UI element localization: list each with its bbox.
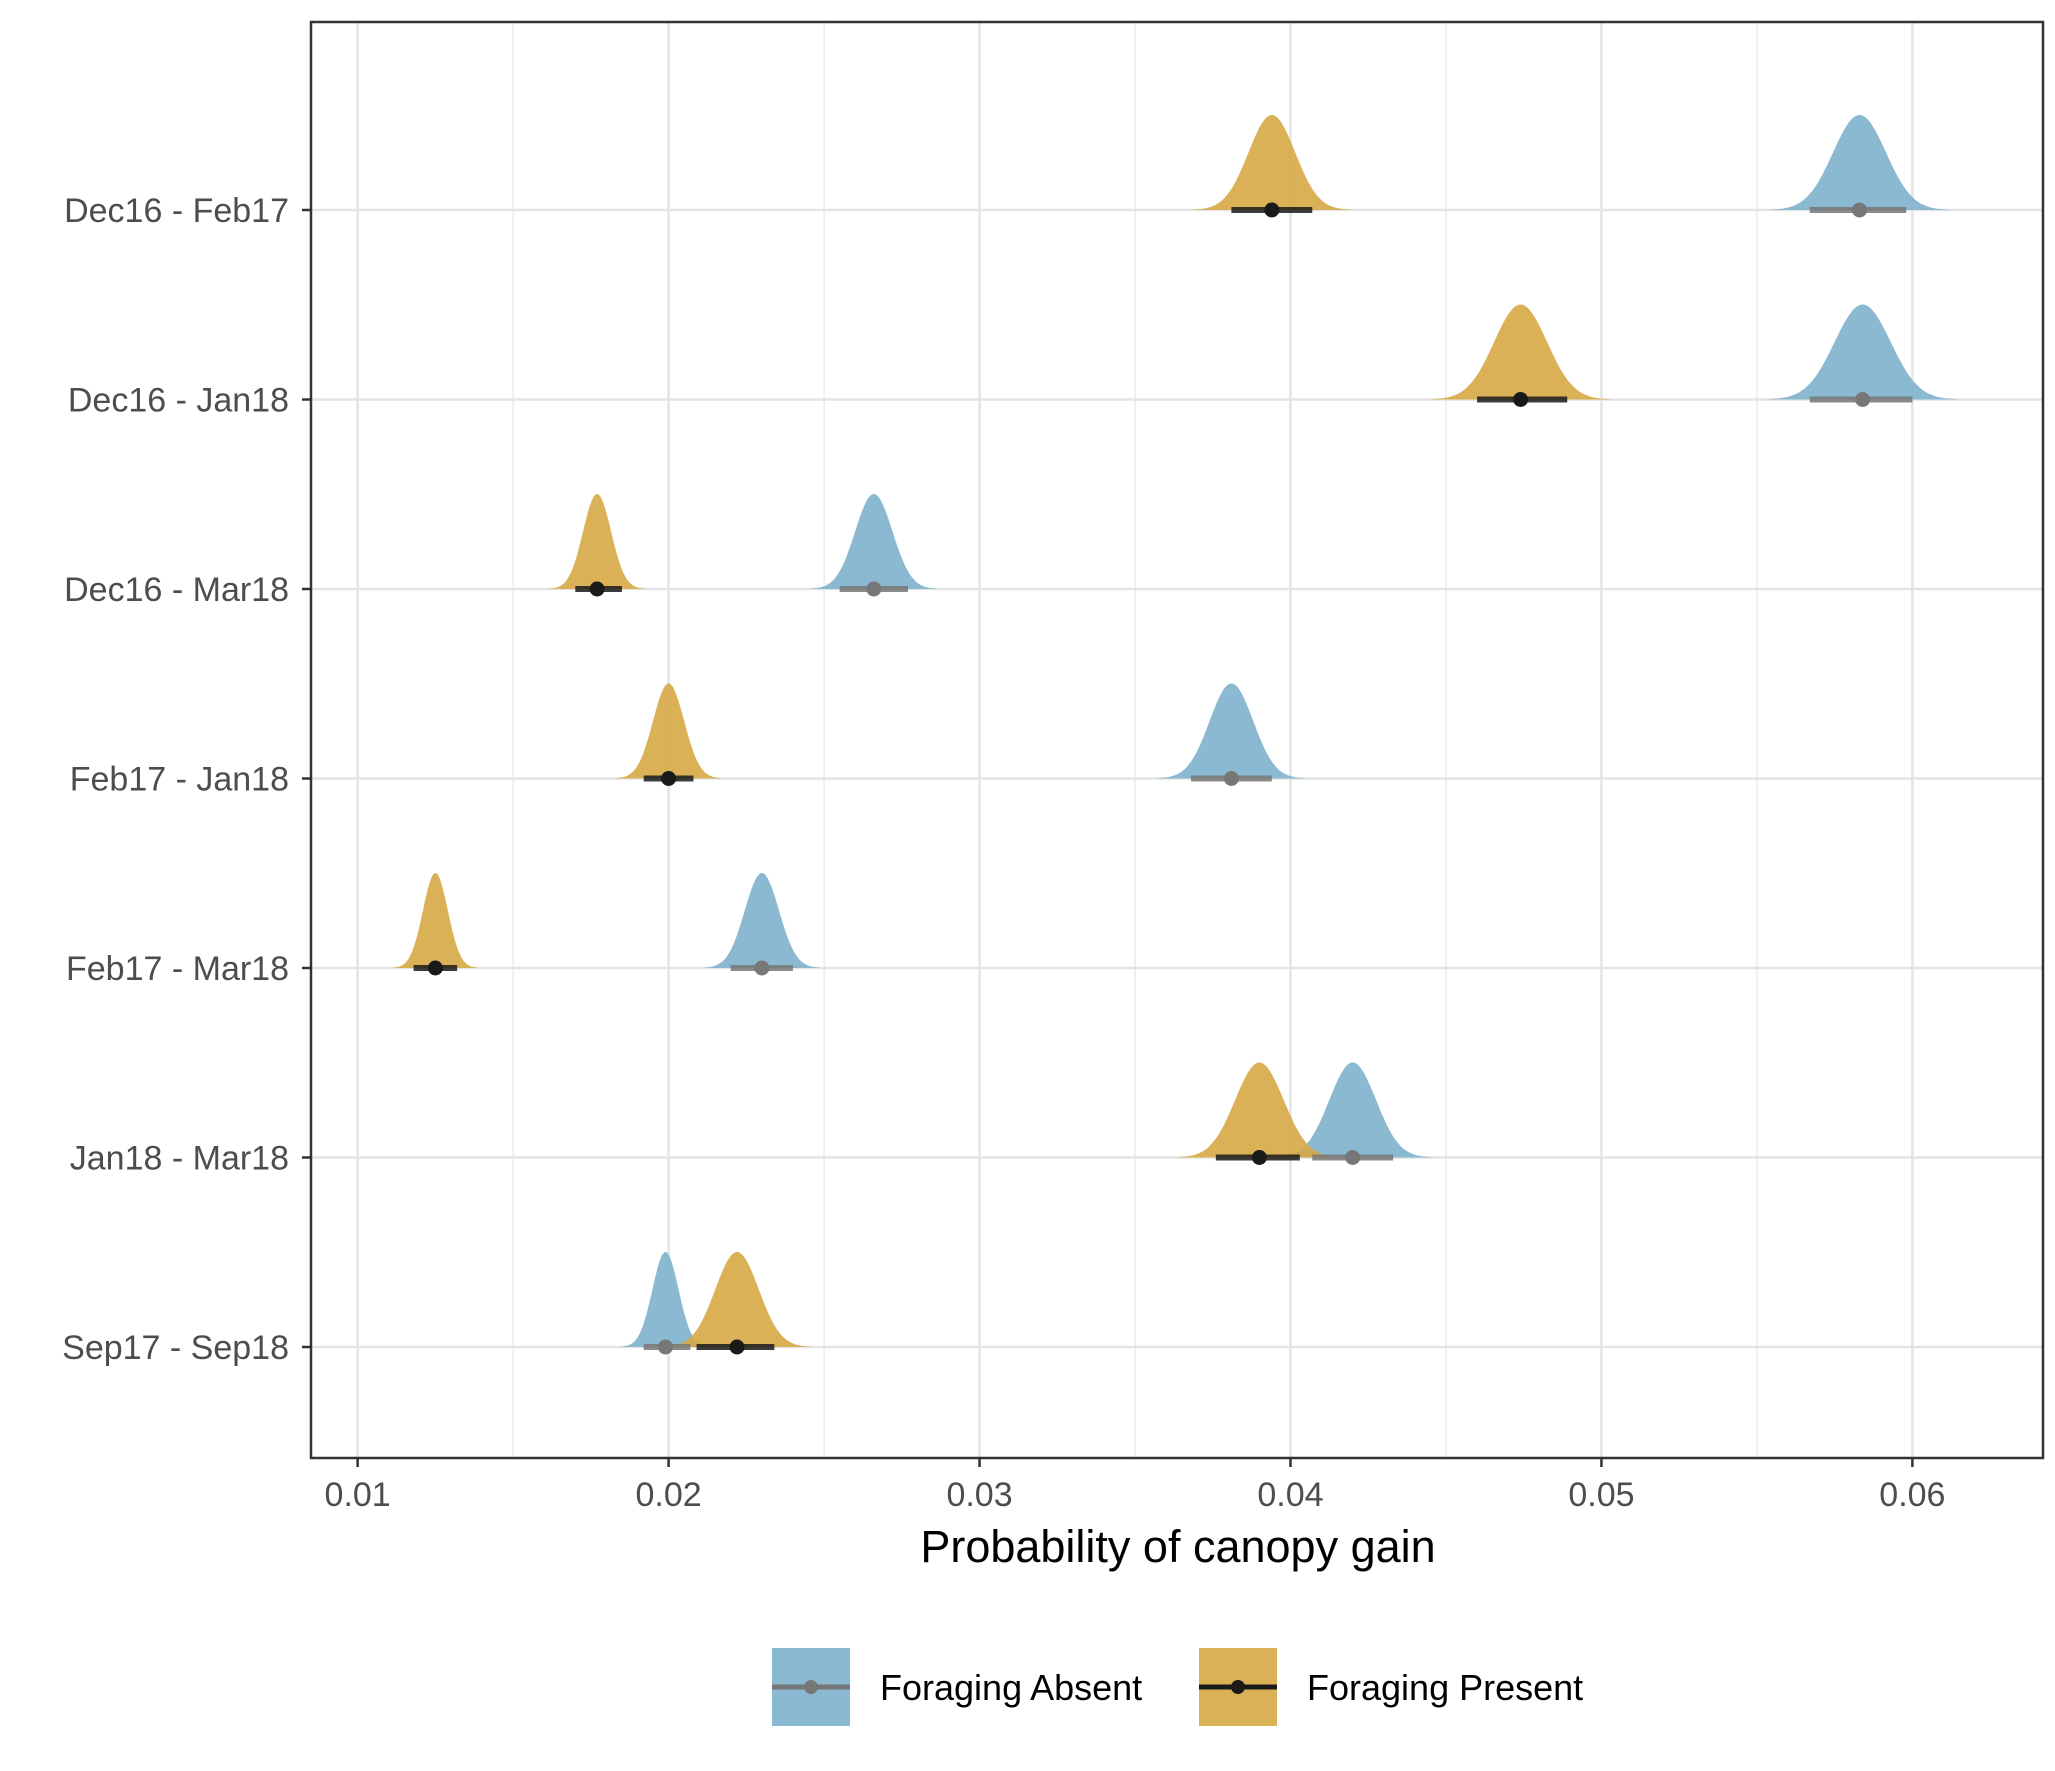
median-point: [1513, 392, 1529, 407]
legend-key-point: [804, 1680, 818, 1694]
y-tick-label: Dec16 - Feb17: [64, 192, 289, 230]
y-tick-label: Dec16 - Mar18: [64, 571, 289, 609]
median-point: [754, 960, 770, 976]
y-tick-label: Feb17 - Jan18: [70, 761, 289, 799]
density-slab: [703, 873, 820, 968]
y-tick-label: Dec16 - Jan18: [68, 382, 289, 420]
x-tick-label: 0.01: [325, 1476, 391, 1514]
density-slab: [1273, 1062, 1432, 1158]
x-tick-label: 0.02: [636, 1476, 702, 1514]
density-slab: [1157, 683, 1306, 779]
median-point: [866, 581, 882, 597]
x-tick-label: 0.05: [1568, 1476, 1634, 1514]
median-point: [589, 581, 605, 597]
median-point: [657, 1339, 673, 1355]
density-slab: [1192, 115, 1352, 210]
x-axis-title: Probability of canopy gain: [920, 1521, 1435, 1572]
median-point: [729, 1339, 745, 1355]
median-point: [1251, 1150, 1267, 1165]
median-point: [1264, 202, 1280, 218]
density-slab: [1769, 115, 1950, 210]
y-tick-label: Sep17 - Sep18: [62, 1329, 289, 1367]
legend: Foraging Absent Foraging Present: [772, 1648, 1583, 1726]
median-point: [427, 960, 443, 976]
legend-key-point: [1231, 1680, 1245, 1694]
median-point: [661, 771, 677, 786]
density-slab: [549, 494, 645, 589]
median-point: [1852, 202, 1868, 218]
x-tick-label: 0.06: [1879, 1476, 1945, 1514]
legend-label: Foraging Present: [1307, 1667, 1583, 1708]
density-slab: [1430, 304, 1611, 400]
x-tick-label: 0.04: [1257, 1476, 1323, 1514]
panel-border: [309, 20, 2045, 1460]
median-point: [1855, 392, 1871, 407]
density-slab: [393, 873, 478, 968]
median-point: [1345, 1150, 1361, 1165]
legend-label: Foraging Absent: [880, 1667, 1142, 1708]
plot-marks: [393, 115, 1958, 1355]
density-slab: [1176, 1062, 1342, 1158]
median-point: [1223, 771, 1239, 786]
axes: Dec16 - Feb17 Dec16 - Jan18 Dec16 - Mar18 F…: [62, 192, 1945, 1514]
density-slab: [615, 683, 722, 779]
y-tick-label: Feb17 - Mar18: [66, 950, 289, 988]
x-tick-label: 0.03: [946, 1476, 1012, 1514]
density-slab: [663, 1252, 811, 1347]
y-tick-label: Jan18 - Mar18: [70, 1140, 289, 1178]
minor-gridlines: [512, 22, 1758, 1458]
density-slab: [1767, 304, 1958, 400]
density-slab: [621, 1252, 710, 1347]
density-slab: [810, 494, 938, 589]
